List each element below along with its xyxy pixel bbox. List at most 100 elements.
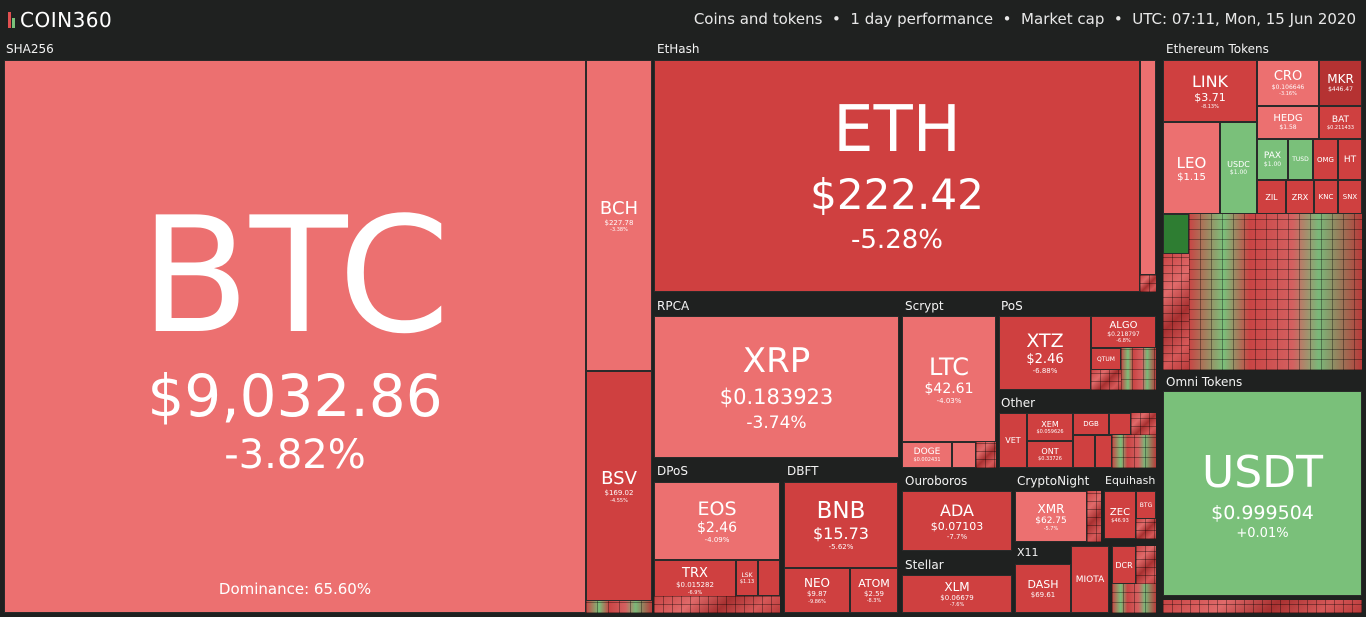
coin-tile-link[interactable]: LINK $3.71 -8.13% (1163, 60, 1257, 122)
other-small-coins-2[interactable] (1131, 413, 1156, 435)
coin-price: $446.47 (1328, 86, 1353, 94)
coin-tile-qtum[interactable]: QTUM (1091, 348, 1121, 370)
x11-small-coins-2[interactable] (1136, 546, 1156, 584)
coin-tile-omg[interactable]: OMG (1313, 139, 1338, 180)
ethereum-tokens-small-coins[interactable] (1189, 214, 1362, 370)
coin-tile-small[interactable] (952, 442, 976, 468)
other-small-coins[interactable] (1112, 435, 1156, 468)
coin-tile-xmr[interactable]: XMR $62.75 -5.7% (1015, 491, 1087, 542)
coin-symbol: LSK (741, 571, 753, 579)
coin-tile-btc[interactable]: BTC $9,032.86 -3.82% Dominance: 65.60% (4, 60, 586, 613)
logo-icon (8, 12, 18, 28)
equihash-small-coins[interactable] (1136, 519, 1156, 539)
coin-tile-xem[interactable]: XEM $0.059626 (1027, 413, 1073, 441)
coin-tile-lsk[interactable]: LSK $1.13 (736, 560, 758, 596)
coin-symbol: ALGO (1109, 319, 1138, 331)
coin-tile-hedg[interactable]: HEDG $1.58 (1257, 106, 1319, 139)
coin-tile-ont[interactable]: ONT $0.33726 (1027, 441, 1073, 468)
cryptonight-small-coins[interactable] (1087, 491, 1101, 542)
coin-tile-cro[interactable]: CRO $0.106646 -3.16% (1257, 60, 1319, 106)
coin-tile-zec[interactable]: ZEC $46.93 (1104, 491, 1136, 539)
coin-price: $0.015282 (676, 581, 714, 590)
coin-tile-xtz[interactable]: XTZ $2.46 -6.88% (999, 316, 1091, 390)
coin-tile-bnb[interactable]: BNB $15.73 -5.62% (784, 482, 898, 568)
coin-tile-leo[interactable]: LEO $1.15 (1163, 122, 1220, 214)
coin-tile-dash[interactable]: DASH $69.61 (1015, 564, 1071, 613)
coin-symbol: QTUM (1097, 355, 1115, 363)
coin-tile-usdc[interactable]: USDC $1.00 (1220, 122, 1257, 214)
coin-symbol: BAT (1331, 114, 1350, 125)
coin-price: $9,032.86 (147, 361, 443, 430)
coin-symbol: ZRX (1291, 192, 1309, 202)
coin-symbol: XTZ (1026, 330, 1064, 353)
coin-change: -5.62% (828, 543, 854, 552)
coin-change: -3.82% (224, 431, 366, 478)
coin-tile-small[interactable] (758, 560, 780, 596)
coin-tile-dgb[interactable]: DGB (1073, 413, 1109, 435)
coin-tile-zrx[interactable]: ZRX (1286, 180, 1314, 214)
coin-tile-eos[interactable]: EOS $2.46 -4.09% (654, 482, 780, 560)
pos-small-coins[interactable] (1121, 348, 1156, 390)
coin-tile-xlm[interactable]: XLM $0.06679 -7.6% (902, 575, 1012, 613)
x11-small-coins[interactable] (1112, 584, 1156, 613)
dpos-small-coins[interactable] (654, 596, 780, 613)
coin-tile-ht[interactable]: HT (1338, 139, 1362, 180)
sector-label-ethash: EtHash (657, 42, 700, 56)
coin-tile-tusd[interactable]: TUSD (1288, 139, 1313, 180)
coin-change: -3.38% (610, 227, 628, 234)
coin-price: $46.93 (1111, 517, 1129, 524)
coin-tile-neo[interactable]: NEO $9.87 -9.86% (784, 568, 850, 613)
coin-tile-ada[interactable]: ADA $0.07103 -7.7% (902, 491, 1012, 551)
coin-tile-bch[interactable]: BCH $227.78 -3.38% (586, 60, 652, 371)
coin-symbol: MKR (1327, 72, 1354, 87)
coin-price: $42.61 (924, 380, 974, 397)
coin-tile-mkr[interactable]: MKR $446.47 (1319, 60, 1362, 106)
coin-tile-small[interactable] (1073, 435, 1095, 468)
logo-text: COIN360 (20, 8, 113, 32)
coin-symbol: MIOTA (1075, 574, 1105, 585)
coin-symbol: HT (1343, 154, 1357, 165)
scrypt-small-coins[interactable] (976, 442, 996, 468)
coin-symbol: DASH (1027, 577, 1059, 591)
coin-tile-knc[interactable]: KNC (1314, 180, 1338, 214)
misc-small-coins[interactable] (1163, 600, 1362, 613)
coin-symbol: BCH (599, 197, 639, 219)
coin-symbol: XRP (742, 341, 811, 381)
ethereum-tokens-small-coins-2[interactable] (1163, 254, 1189, 370)
coin-price: $15.73 (813, 524, 869, 544)
coin-tile-atom[interactable]: ATOM $2.59 -8.3% (850, 568, 898, 613)
sector-label-stellar: Stellar (905, 558, 944, 572)
coin-price: $0.059626 (1036, 428, 1064, 435)
coin-tile-dcr[interactable]: DCR (1112, 546, 1136, 584)
coin360-logo[interactable]: COIN360 (8, 8, 112, 32)
coin-tile-pax[interactable]: PAX $1.00 (1257, 139, 1288, 180)
coin-tile-miota[interactable]: MIOTA (1071, 546, 1109, 613)
coin-symbol: DGB (1083, 420, 1099, 428)
coin-tile-snx[interactable]: SNX (1338, 180, 1362, 214)
coin-symbol: XMR (1037, 501, 1065, 516)
coin-tile-xrp[interactable]: XRP $0.183923 -3.74% (654, 316, 899, 458)
ethash-small-coins[interactable] (1140, 275, 1156, 292)
pos-small-coins-2[interactable] (1091, 370, 1121, 390)
coin-price: $69.61 (1030, 590, 1056, 599)
coin-symbol: BTC (140, 181, 450, 369)
coin-tile-algo[interactable]: ALGO $0.218797 -6.8% (1091, 316, 1156, 348)
coin-tile-small-green[interactable] (1163, 214, 1189, 254)
coin-tile-vet[interactable]: VET (999, 413, 1027, 468)
coin-change: -5.7% (1043, 525, 1059, 532)
coin-tile-doge[interactable]: DOGE $0.002431 (902, 442, 952, 468)
view-filters[interactable]: Coins and tokens • 1 day performance • M… (693, 10, 1356, 28)
sha256-small-coins[interactable] (586, 601, 652, 613)
coin-tile-bat[interactable]: BAT $0.211433 (1319, 106, 1362, 139)
coin-symbol: XEM (1041, 419, 1059, 429)
coin-tile-small[interactable] (1109, 413, 1131, 435)
coin-tile-trx[interactable]: TRX $0.015282 -6.9% (654, 560, 736, 602)
coin-tile-small[interactable] (1095, 435, 1112, 468)
coin-tile-eth[interactable]: ETH $222.42 -5.28% (654, 60, 1140, 292)
coin-tile-zil[interactable]: ZIL (1257, 180, 1286, 214)
coin-tile-bsv[interactable]: BSV $169.02 -4.55% (586, 371, 652, 601)
coin-tile-btg[interactable]: BTG (1136, 491, 1156, 519)
coin-tile-etc[interactable] (1140, 60, 1156, 275)
coin-tile-usdt[interactable]: USDT $0.999504 +0.01% (1163, 391, 1362, 596)
coin-tile-ltc[interactable]: LTC $42.61 -4.03% (902, 316, 996, 442)
